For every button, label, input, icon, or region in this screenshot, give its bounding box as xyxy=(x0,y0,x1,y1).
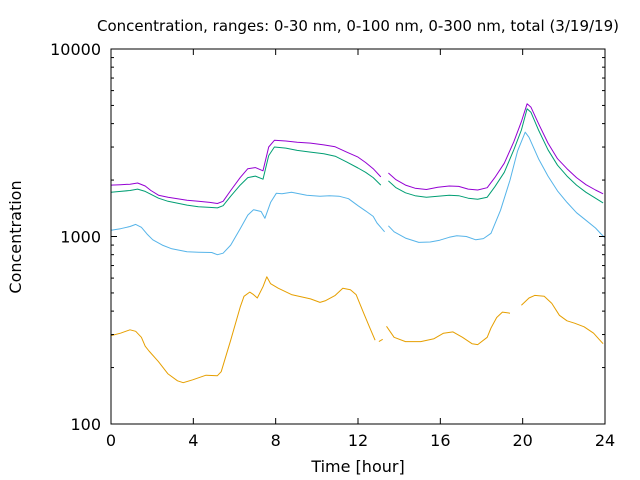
y-tick-label: 10000 xyxy=(50,40,101,59)
series-3-line-segment-1 xyxy=(110,146,382,209)
series-1-line-segment-1 xyxy=(110,276,376,384)
x-tick-label: 8 xyxy=(271,431,281,450)
x-tick-label: 16 xyxy=(430,431,450,450)
axis-ticks xyxy=(110,48,606,425)
x-axis-title: Time [hour] xyxy=(310,457,404,476)
y-axis-title: Concentration xyxy=(6,180,25,293)
series-2-line-segment-2 xyxy=(388,131,606,243)
x-tick-label: 20 xyxy=(512,431,532,450)
plot-area xyxy=(110,103,606,384)
x-tick-label: 4 xyxy=(188,431,198,450)
series-2-line-segment-1 xyxy=(110,191,385,256)
series-4-line-segment-2 xyxy=(388,103,604,195)
series-1-line-segment-4 xyxy=(521,294,604,345)
x-tick-label: 0 xyxy=(106,431,116,450)
axis-tick-labels: 0 4 8 12 16 20 24 100 1000 10000 xyxy=(50,40,615,450)
series-4-line-segment-1 xyxy=(110,139,382,204)
series-1-line-segment-2 xyxy=(378,338,383,343)
plot-frame xyxy=(110,48,606,425)
y-tick-label: 1000 xyxy=(60,228,101,247)
x-tick-label: 24 xyxy=(595,431,615,450)
y-tick-label: 100 xyxy=(70,415,101,434)
series-1-line-segment-3 xyxy=(386,311,511,346)
series-3-line-segment-2 xyxy=(388,108,604,204)
chart-title: Concentration, ranges: 0-30 nm, 0-100 nm… xyxy=(97,17,619,35)
x-tick-label: 12 xyxy=(348,431,368,450)
